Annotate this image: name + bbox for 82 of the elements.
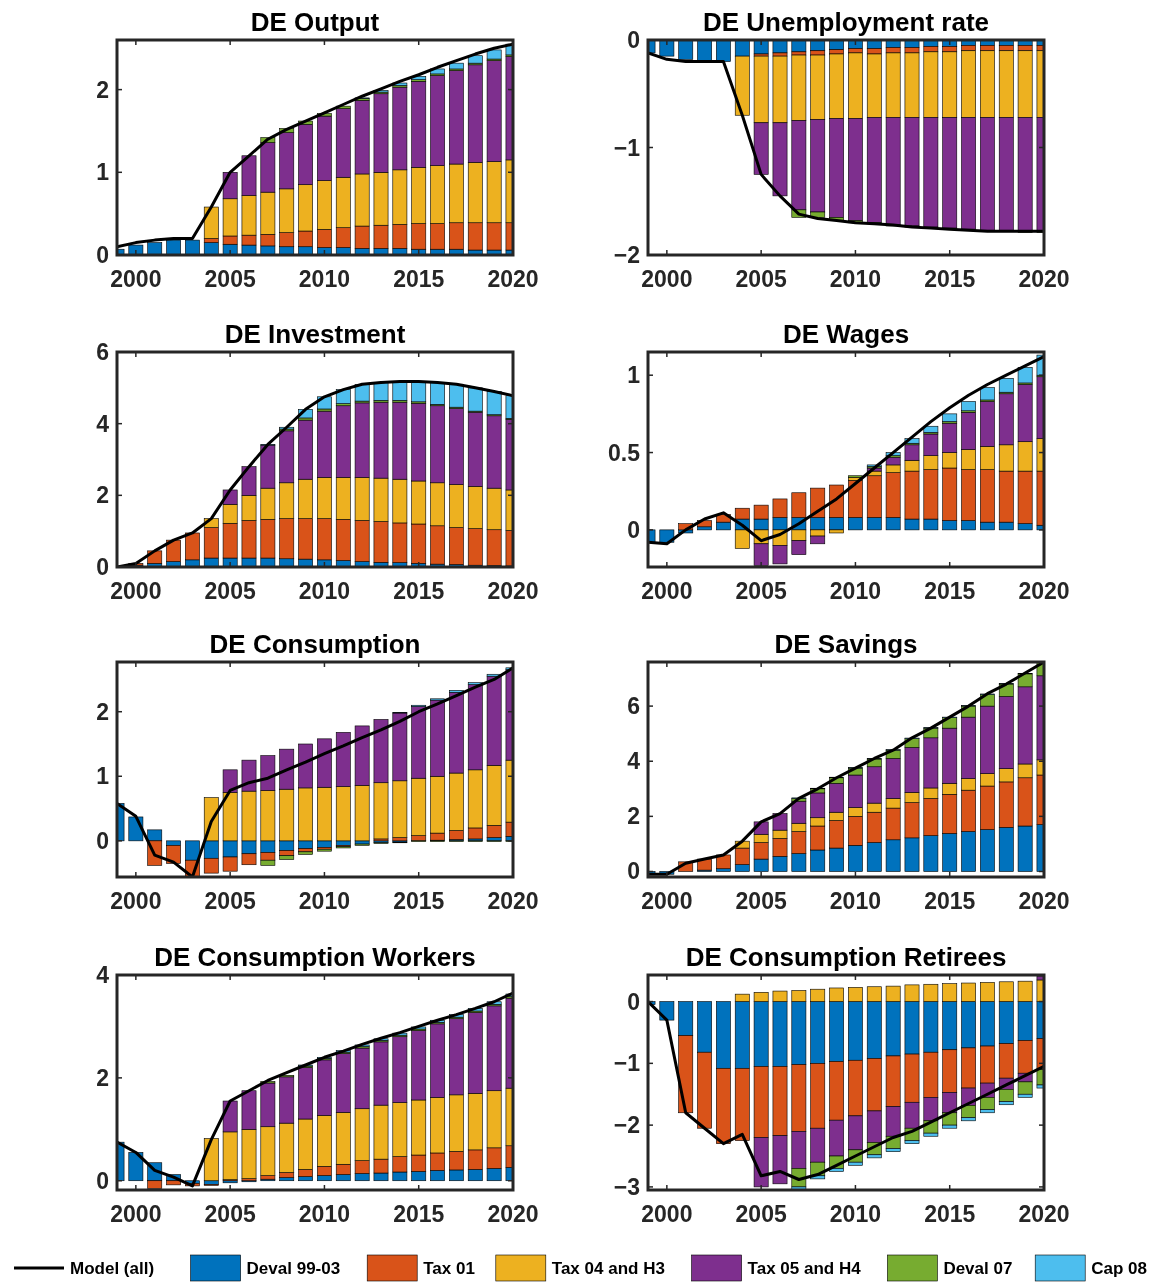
x-tick-label: 2020 [1018, 578, 1070, 604]
y-tick-label: 1 [627, 362, 641, 389]
legend-label: Cap 08 [1091, 1259, 1147, 1278]
y-tick-label: 2 [96, 482, 109, 509]
x-tick-label: 2015 [924, 578, 976, 604]
y-tick-label: −2 [613, 1112, 640, 1139]
x-tick-label: 2000 [641, 1201, 693, 1227]
x-tick-label: 2010 [829, 888, 882, 914]
x-tick-label: 2000 [110, 1201, 162, 1227]
y-tick-label: 0 [96, 1167, 109, 1194]
x-tick-label: 2015 [924, 888, 976, 914]
y-tick-label: 2 [96, 76, 109, 103]
legend-label: Deval 07 [943, 1259, 1013, 1278]
x-tick-label: 2015 [924, 1201, 976, 1227]
x-tick-label: 2005 [735, 888, 787, 914]
y-tick-label: 0 [627, 858, 640, 885]
x-tick-label: 2005 [204, 1201, 256, 1227]
y-tick-label: 1 [96, 763, 110, 790]
chart-title: DE Output [250, 7, 380, 37]
y-tick-label: 0 [96, 242, 109, 268]
chart-title: DE Consumption Retirees [685, 942, 1007, 972]
x-tick-label: 2000 [110, 888, 162, 914]
x-tick-label: 2020 [487, 266, 539, 292]
y-tick-label: 1 [96, 159, 110, 186]
y-tick-label: 4 [96, 962, 110, 988]
x-tick-label: 2020 [487, 578, 539, 604]
chart-title: DE Wages [782, 319, 910, 349]
x-tick-label: 2010 [298, 578, 351, 604]
y-tick-label: 0 [627, 988, 640, 1015]
x-tick-label: 2005 [204, 888, 256, 914]
x-tick-label: 2000 [641, 578, 693, 604]
x-tick-label: 2000 [110, 266, 162, 292]
x-tick-label: 2000 [641, 888, 693, 914]
x-tick-label: 2020 [1018, 1201, 1070, 1227]
y-tick-label: −1 [613, 134, 641, 161]
chart-title: DE Investment [224, 319, 406, 349]
x-tick-label: 2010 [298, 266, 351, 292]
chart-title: DE Unemployment rate [702, 7, 990, 37]
x-tick-label: 2020 [1018, 888, 1070, 914]
x-tick-label: 2010 [298, 888, 351, 914]
y-tick-label: 6 [627, 693, 640, 720]
chart-title: DE Savings [774, 629, 918, 659]
legend-label: Deval 99-03 [246, 1259, 341, 1278]
y-tick-label: 2 [627, 803, 640, 830]
x-tick-label: 2020 [487, 888, 539, 914]
x-tick-label: 2010 [829, 266, 882, 292]
y-tick-label: 0 [627, 27, 640, 53]
x-tick-label: 2020 [487, 1201, 539, 1227]
x-tick-label: 2005 [735, 266, 787, 292]
legend-label: Tax 05 and H4 [747, 1259, 862, 1278]
x-tick-label: 2015 [393, 1201, 445, 1227]
y-tick-label: 6 [96, 339, 109, 365]
y-tick-label: −1 [613, 1050, 641, 1077]
x-tick-label: 2005 [204, 266, 256, 292]
x-tick-label: 2010 [298, 1201, 351, 1227]
x-tick-label: 2000 [110, 578, 162, 604]
x-tick-label: 2015 [924, 266, 976, 292]
y-tick-label: 0 [96, 827, 109, 854]
y-tick-label: −3 [613, 1173, 640, 1200]
y-tick-label: 0 [96, 554, 109, 580]
x-tick-label: 2010 [829, 578, 882, 604]
x-tick-label: 2020 [1018, 266, 1070, 292]
y-tick-label: 4 [627, 748, 641, 775]
legend-label: Tax 04 and H3 [551, 1259, 665, 1278]
chart-title: DE Consumption [209, 629, 421, 659]
y-tick-label: 2 [96, 1064, 109, 1091]
y-tick-label: 2 [96, 698, 109, 725]
chart-title: DE Consumption Workers [154, 942, 476, 972]
y-tick-label: 4 [96, 410, 110, 437]
x-tick-label: 2005 [204, 578, 256, 604]
legend-label: Model (all) [70, 1259, 155, 1278]
x-tick-label: 2005 [735, 1201, 787, 1227]
x-tick-label: 2005 [735, 578, 787, 604]
y-tick-label: 0.5 [608, 439, 641, 466]
x-tick-label: 2015 [393, 266, 445, 292]
x-tick-label: 2000 [641, 266, 693, 292]
x-tick-label: 2015 [393, 888, 445, 914]
x-tick-label: 2015 [393, 578, 445, 604]
y-tick-label: −2 [613, 242, 640, 268]
legend-label: Tax 01 [423, 1259, 475, 1278]
y-tick-label: 0 [627, 516, 640, 543]
x-tick-label: 2010 [829, 1201, 882, 1227]
